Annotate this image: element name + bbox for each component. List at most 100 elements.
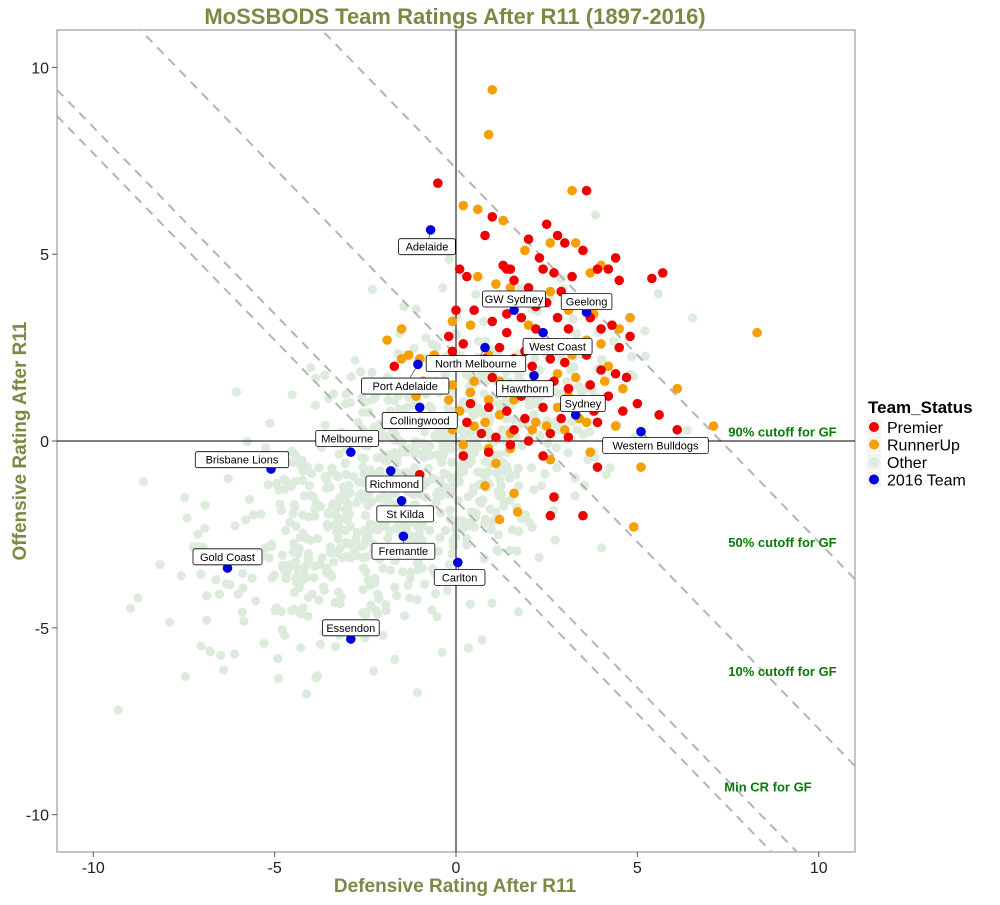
other-point <box>311 673 321 683</box>
other-point <box>370 578 380 588</box>
runnerup-point <box>483 129 494 140</box>
other-point <box>550 535 560 545</box>
other-point <box>526 463 537 473</box>
premier-point <box>483 447 494 458</box>
other-point <box>214 589 225 599</box>
other-point <box>413 438 423 448</box>
team-label-box <box>315 429 380 447</box>
other-point <box>277 625 287 635</box>
team-label-text: Brisbane Lions <box>206 455 279 467</box>
other-point <box>370 392 380 402</box>
chart-title: MoSSBODS Team Ratings After R11 (1897-20… <box>204 4 705 29</box>
other-point <box>320 370 330 380</box>
runnerup-point <box>458 439 469 450</box>
other-point <box>469 448 480 458</box>
other-point <box>280 484 290 494</box>
legend-item: 2016 Team <box>867 471 966 490</box>
other-point <box>409 463 420 473</box>
premier-point <box>578 510 588 521</box>
team-label-box <box>560 293 613 311</box>
other-point <box>245 494 255 504</box>
team-2016-point <box>385 466 396 476</box>
legend-swatch <box>869 422 879 432</box>
team-label: North Melbourne <box>425 355 527 373</box>
other-point <box>261 443 271 453</box>
other-point <box>202 615 212 625</box>
other-point <box>444 254 454 264</box>
premier-point <box>603 391 614 401</box>
runnerup-point <box>527 424 537 435</box>
other-point <box>425 526 435 536</box>
other-point <box>281 570 291 580</box>
team-label: Port Adelaide <box>361 377 450 395</box>
other-point <box>445 514 455 524</box>
team-label: Western Bulldogs <box>602 437 709 454</box>
team-2016-point <box>570 410 581 420</box>
other-point <box>513 607 524 617</box>
team-2016-point <box>538 327 548 338</box>
team-2016-point <box>222 563 233 573</box>
other-point <box>193 529 203 540</box>
team-label-text: Collingwood <box>390 415 450 427</box>
legend-label: Other <box>887 455 928 472</box>
other-point <box>552 462 562 473</box>
other-point <box>479 316 489 327</box>
x-tick-label: -5 <box>268 860 282 877</box>
other-point <box>543 439 553 449</box>
other-point <box>290 557 301 567</box>
premier-point <box>505 439 516 450</box>
other-point <box>306 363 316 373</box>
premier-point <box>549 492 559 502</box>
runnerup-point <box>610 421 621 431</box>
other-point <box>439 446 449 456</box>
other-point <box>478 495 488 505</box>
other-point <box>527 522 537 532</box>
team-label-box <box>376 505 435 523</box>
other-point <box>608 336 619 346</box>
premier-point <box>563 432 574 443</box>
other-point <box>570 491 580 501</box>
other-point <box>419 452 429 462</box>
other-point <box>320 420 330 430</box>
other-point <box>479 553 489 564</box>
other-point <box>308 492 319 502</box>
other-point <box>465 521 475 531</box>
other-point <box>449 541 459 551</box>
other-point <box>165 617 175 627</box>
cutoff-label: 90% cutoff for GF <box>728 425 836 440</box>
other-point <box>569 362 579 372</box>
premier-point <box>607 320 617 330</box>
premier-point <box>563 383 574 394</box>
y-tick-label: 5 <box>40 247 49 264</box>
other-point <box>392 591 402 601</box>
premier-point <box>614 275 625 286</box>
other-point <box>431 497 441 508</box>
team-label: Geelong <box>560 293 613 311</box>
other-point <box>310 504 320 514</box>
other-point <box>477 635 487 645</box>
other-point <box>421 333 431 343</box>
other-point <box>551 443 562 453</box>
team-label-box <box>560 395 606 413</box>
team-2016-point <box>636 426 646 437</box>
runnerup-point <box>552 402 563 413</box>
runnerup-point <box>752 327 762 338</box>
other-point <box>358 585 368 595</box>
y-tick-label: 10 <box>31 60 49 77</box>
premier-point <box>552 312 563 323</box>
team-label-box <box>482 290 546 308</box>
premier-point <box>614 342 625 353</box>
other-point <box>256 509 266 519</box>
other-point <box>419 579 430 589</box>
premier-point <box>545 428 556 439</box>
runnerup-point <box>523 320 534 330</box>
legend-item: RunnerUp <box>867 436 960 455</box>
team-label: Fremantle <box>371 542 436 560</box>
y-tick-label: -10 <box>26 808 49 825</box>
team-label-text: Port Adelaide <box>372 381 437 393</box>
other-point <box>409 343 419 353</box>
premier-point <box>465 398 476 409</box>
other-point <box>247 573 257 583</box>
